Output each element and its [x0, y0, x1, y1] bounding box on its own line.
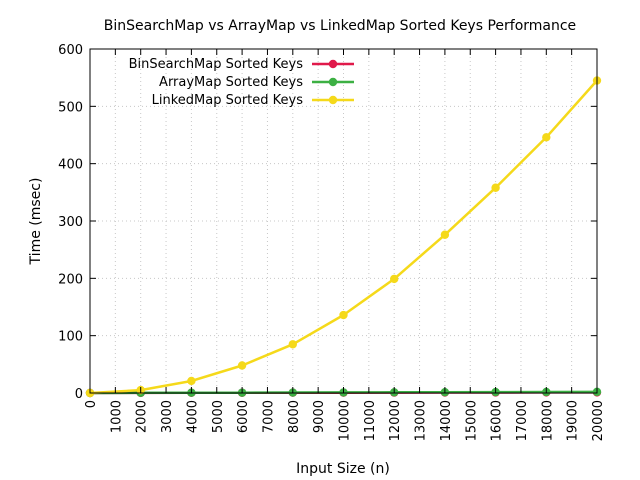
series-point-2 [187, 376, 196, 386]
legend-swatch-point [328, 59, 338, 69]
legend-swatch-point [328, 77, 338, 87]
x-tick-label: 9000 [312, 400, 327, 433]
series-point-2 [288, 340, 297, 349]
series-point-2 [440, 230, 450, 239]
x-axis-label: Input Size (n) [296, 461, 390, 477]
x-tick-label: 15000 [464, 400, 479, 441]
x-tick-label: 11000 [363, 400, 378, 441]
ticks: 0 1000 2000 3000 4000 5000 6000 7000 8000 9000 100… [58, 43, 606, 441]
legend-label: ArrayMap Sorted Keys [159, 75, 303, 90]
x-tick-label: 7000 [261, 400, 276, 433]
series-point-2 [491, 183, 500, 192]
x-tick-label: 13000 [414, 400, 429, 441]
grid [90, 49, 597, 393]
x-tick-label: 5000 [211, 400, 226, 433]
y-tick-label: 0 [75, 387, 83, 402]
y-tick-label: 500 [58, 100, 83, 115]
x-tick-label: 6000 [236, 400, 251, 433]
x-tick-label: 19000 [566, 400, 581, 441]
x-tick-label: 8000 [287, 400, 302, 433]
series-point-2 [339, 310, 348, 320]
x-tick-label: 20000 [591, 400, 606, 441]
y-tick-label: 100 [58, 330, 83, 345]
legend: BinSearchMap Sorted Keys ArrayMap Sorted … [129, 57, 354, 108]
y-tick-label: 400 [58, 158, 83, 173]
x-tick-label: 17000 [515, 400, 530, 441]
legend-label: LinkedMap Sorted Keys [152, 93, 304, 108]
x-tick-label: 2000 [135, 400, 150, 433]
series-point-2 [390, 274, 399, 284]
x-tick-label: 16000 [490, 400, 505, 441]
legend-label: BinSearchMap Sorted Keys [129, 57, 304, 72]
x-tick-label: 12000 [388, 400, 403, 441]
x-tick-label: 3000 [160, 400, 175, 433]
y-axis-label: Time (msec) [28, 178, 44, 266]
series-point-2 [542, 133, 551, 142]
series-point-2 [237, 361, 247, 370]
x-tick-label: 10000 [338, 400, 353, 441]
y-tick-label: 300 [58, 215, 83, 230]
x-tick-label: 14000 [439, 400, 454, 441]
x-tick-label: 0 [84, 400, 99, 408]
legend-swatch-point [328, 95, 338, 105]
x-tick-label: 4000 [185, 400, 200, 433]
x-tick-label: 1000 [109, 400, 124, 433]
x-tick-label: 18000 [540, 400, 555, 441]
y-tick-label: 200 [58, 272, 83, 287]
chart-title: BinSearchMap vs ArrayMap vs LinkedMap So… [104, 18, 576, 34]
y-tick-label: 600 [58, 43, 83, 58]
